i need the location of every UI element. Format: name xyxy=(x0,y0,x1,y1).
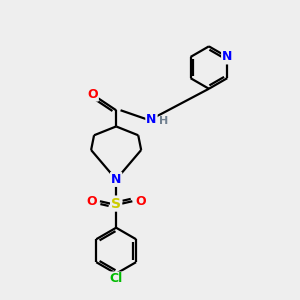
Text: O: O xyxy=(86,195,97,208)
Text: Cl: Cl xyxy=(110,272,123,286)
Text: N: N xyxy=(146,112,157,126)
Text: N: N xyxy=(222,50,232,64)
Text: S: S xyxy=(111,196,121,211)
Text: N: N xyxy=(111,173,121,186)
Text: O: O xyxy=(135,195,146,208)
Text: H: H xyxy=(159,116,169,126)
Text: O: O xyxy=(87,88,98,100)
